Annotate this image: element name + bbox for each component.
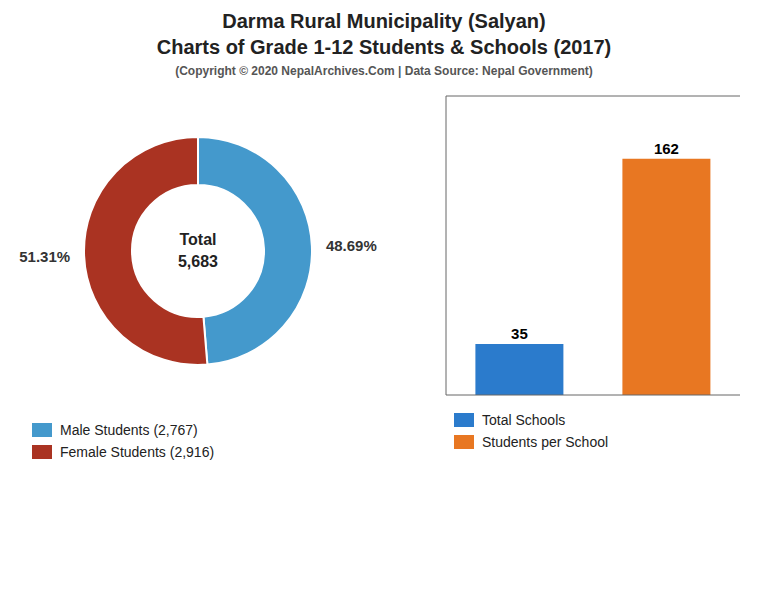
svg-text:51.31%: 51.31% bbox=[19, 248, 70, 265]
html-text:(Copyright © 2020 NepalArchive: (Copyright © 2020 NepalArchives.Com | Da… bbox=[175, 64, 593, 78]
svg-text:35: 35 bbox=[511, 325, 528, 342]
html-text:Female Students (2,916): Female Students (2,916) bbox=[60, 444, 215, 460]
svg-text:48.69%: 48.69% bbox=[326, 237, 377, 254]
html-text:Darma Rural Municipality (Saly: Darma Rural Municipality (Salyan) bbox=[222, 10, 546, 32]
html-text:Male Students (2,767): Male Students (2,767) bbox=[60, 422, 198, 438]
html-text:Students per School: Students per School bbox=[482, 434, 609, 450]
svg-text:162: 162 bbox=[654, 140, 679, 157]
html-text:Charts of Grade 1-12 Students: Charts of Grade 1-12 Students & Schools … bbox=[156, 36, 612, 58]
html-text:Total: Total bbox=[179, 231, 217, 248]
html-text:5,683: 5,683 bbox=[178, 253, 218, 270]
html-text:Total Schools: Total Schools bbox=[482, 412, 566, 428]
